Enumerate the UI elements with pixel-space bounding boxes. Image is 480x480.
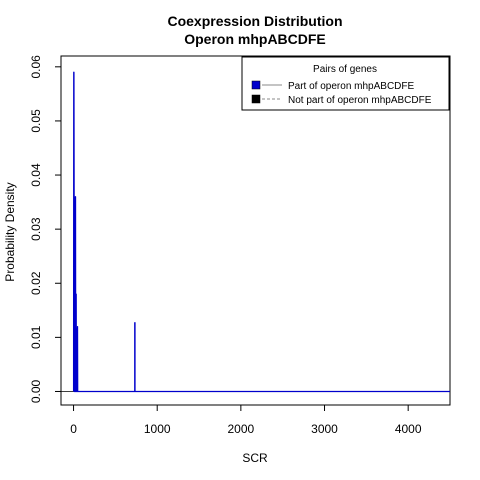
series-line-0 xyxy=(72,71,450,393)
y-tick-label-5: 0.05 xyxy=(29,109,43,133)
y-tick-label-1: 0.01 xyxy=(29,325,43,349)
chart-title: Coexpression Distribution xyxy=(167,13,342,29)
x-axis: 0 1000 2000 3000 4000 xyxy=(70,405,422,436)
x-tick-label-4: 4000 xyxy=(395,422,422,436)
x-axis-label: SCR xyxy=(242,451,268,465)
y-tick-label-0: 0.00 xyxy=(29,379,43,403)
x-tick-label-1: 1000 xyxy=(144,422,171,436)
legend-box xyxy=(241,56,450,111)
y-axis: 0.00 0.01 0.02 0.03 0.04 0.05 0.06 xyxy=(29,55,61,403)
x-tick-label-0: 0 xyxy=(70,422,77,436)
y-axis-label: Probability Density xyxy=(3,182,17,281)
plot-frame xyxy=(60,55,451,406)
legend-label-operon: Part of operon mhpABCDFE xyxy=(288,81,414,92)
y-tick-label-2: 0.02 xyxy=(29,271,43,295)
y-tick-label-4: 0.04 xyxy=(29,163,43,187)
chart-subtitle: Operon mhpABCDFE xyxy=(184,31,326,47)
legend-label-non-operon: Not part of operon mhpABCDFE xyxy=(288,95,432,106)
y-tick-label-6: 0.06 xyxy=(29,55,43,79)
legend-swatch-operon xyxy=(251,80,261,90)
legend-title: Pairs of genes xyxy=(313,64,377,75)
x-tick-label-3: 3000 xyxy=(311,422,338,436)
plot-series xyxy=(61,71,450,393)
y-tick-label-3: 0.03 xyxy=(29,217,43,241)
legend-swatch-non-operon xyxy=(251,94,261,104)
x-tick-label-2: 2000 xyxy=(228,422,255,436)
legend: Pairs of genes Part of operon mhpABCDFE … xyxy=(241,56,450,111)
